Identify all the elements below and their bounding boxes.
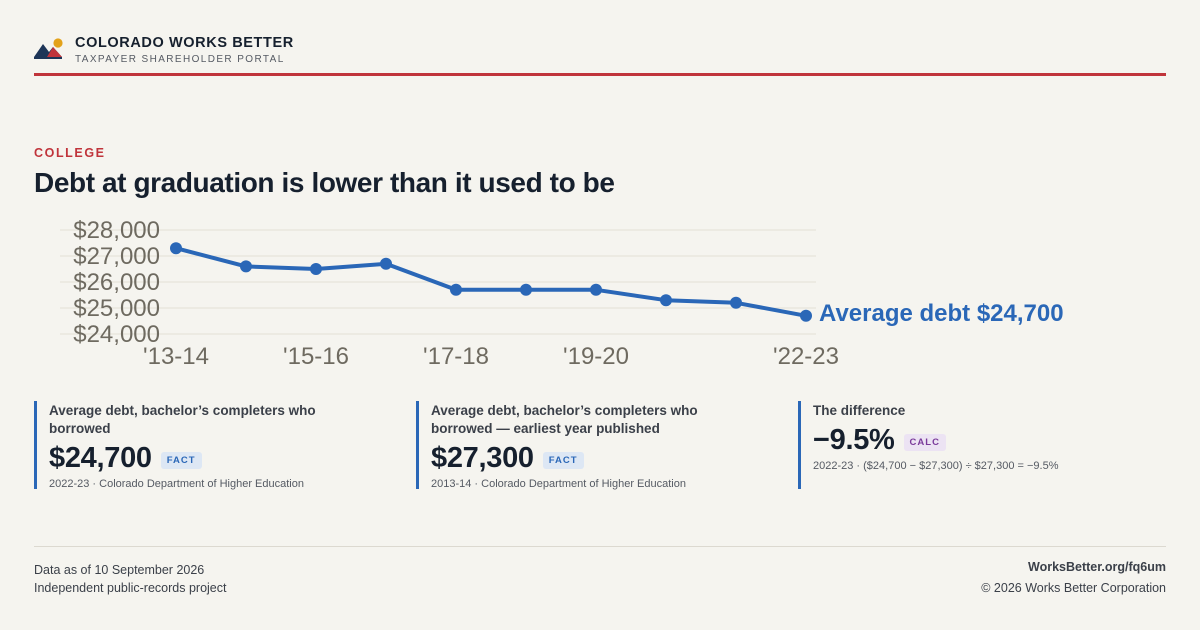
data-point (590, 283, 602, 296)
y-tick-label: $27,000 (73, 243, 160, 270)
series-points (170, 242, 812, 322)
brand-title: COLORADO WORKS BETTER (75, 35, 294, 51)
data-point (310, 263, 322, 275)
card-value: $27,300 (431, 442, 534, 474)
source-link[interactable]: WorksBetter.org/fq6um (1028, 560, 1166, 574)
data-point (520, 283, 532, 296)
data-point (800, 309, 812, 322)
series-line (174, 246, 808, 318)
card-source: 2022-23 · Colorado Department of Higher … (49, 478, 304, 490)
data-point (380, 257, 392, 270)
y-tick-label: $26,000 (73, 269, 160, 296)
data-as-of: Data as of 10 September 2026 (34, 563, 205, 577)
y-axis-ticks: $28,000$27,000$26,000$25,000$24,000 (73, 217, 160, 348)
data-point (170, 242, 182, 255)
card-value: −9.5% (813, 424, 895, 456)
data-point (730, 296, 742, 309)
x-tick-label: '17-18 (423, 343, 489, 370)
debt-line-chart: $28,000$27,000$26,000$25,000$24,000 '13-… (60, 217, 1064, 370)
section-eyebrow: COLLEGE (34, 146, 106, 160)
stat-card-earliest: Average debt, bachelor’s completers who … (416, 401, 746, 490)
calc-badge: CALC (903, 434, 946, 451)
stat-card-difference: The difference −9.5% CALC 2022-23 · ($24… (798, 401, 1128, 489)
card-label: Average debt, bachelor’s completers who … (431, 403, 698, 436)
data-point (450, 283, 462, 296)
x-tick-label: '15-16 (283, 343, 349, 370)
project-note: Independent public-records project (34, 581, 227, 595)
y-tick-label: $25,000 (73, 295, 160, 322)
header-rule (34, 73, 1166, 76)
x-tick-label: '19-20 (563, 343, 629, 370)
header: COLORADO WORKS BETTER TAXPAYER SHAREHOLD… (34, 34, 1166, 74)
footer-rule (34, 546, 1166, 547)
card-formula: 2022-23 · ($24,700 − $27,300) ÷ $27,300 … (813, 460, 1059, 472)
page-title: Debt at graduation is lower than it used… (34, 167, 615, 198)
fact-badge: FACT (160, 452, 202, 469)
card-value: $24,700 (49, 442, 152, 474)
copyright: © 2026 Works Better Corporation (981, 581, 1166, 595)
mountain-sun-icon (34, 38, 63, 59)
brand-subtitle: TAXPAYER SHAREHOLDER PORTAL (75, 54, 285, 65)
y-tick-label: $24,000 (73, 321, 160, 348)
series-line-layer (174, 246, 808, 318)
card-label: Average debt, bachelor’s completers who … (49, 403, 316, 436)
data-point (240, 260, 252, 273)
fact-badge: FACT (542, 452, 584, 469)
end-label: Average debt $24,700 (819, 300, 1064, 327)
data-point (660, 294, 672, 307)
card-label: The difference (813, 403, 906, 418)
x-tick-label: '13-14 (143, 343, 209, 370)
y-tick-label: $28,000 (73, 217, 160, 244)
x-tick-label: '22-23 (773, 343, 839, 370)
x-axis-ticks: '13-14 '15-16 '17-18 '19-20 '22-23 (143, 343, 839, 370)
card-source: 2013-14 · Colorado Department of Higher … (431, 478, 686, 490)
stat-card-current: Average debt, bachelor’s completers who … (34, 401, 364, 490)
